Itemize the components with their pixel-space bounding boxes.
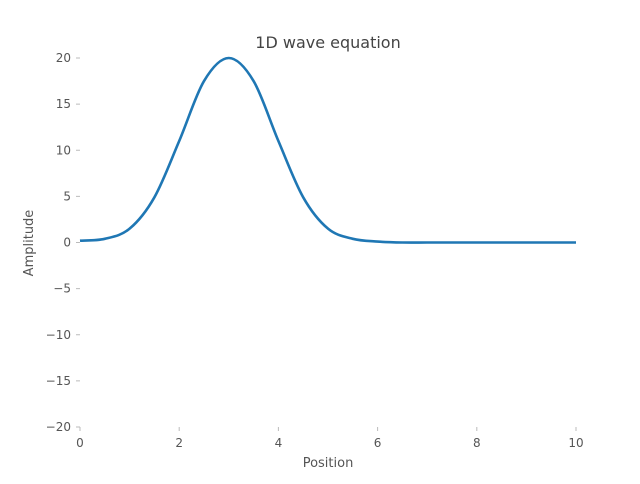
y-tick-label: 15 (56, 97, 71, 111)
x-tick-label: 2 (175, 436, 183, 450)
y-tick-label: −5 (53, 282, 71, 296)
x-tick-label: 0 (76, 436, 84, 450)
y-tick-label: −20 (46, 420, 71, 434)
series-layer (79, 56, 576, 244)
x-tick-label: 4 (275, 436, 283, 450)
y-axis-label: Amplitude (22, 210, 37, 277)
x-tick-label: 6 (374, 436, 382, 450)
y-axis-ticks: −20 −15 −10 −5 0 5 10 15 20 (46, 51, 80, 434)
y-tick-label: 0 (63, 236, 71, 250)
y-tick-label: −15 (46, 374, 71, 388)
y-tick-label: 20 (56, 51, 71, 65)
chart-title: 1D wave equation (255, 33, 400, 52)
series-line (79, 56, 576, 244)
y-tick-label: 5 (63, 189, 71, 203)
x-axis-label: Position (303, 456, 354, 471)
x-tick-label: 8 (473, 436, 481, 450)
x-axis-ticks: 0 2 4 6 8 10 (76, 427, 584, 450)
y-tick-label: −10 (46, 328, 71, 342)
x-tick-label: 10 (568, 436, 583, 450)
y-tick-label: 10 (56, 143, 71, 157)
